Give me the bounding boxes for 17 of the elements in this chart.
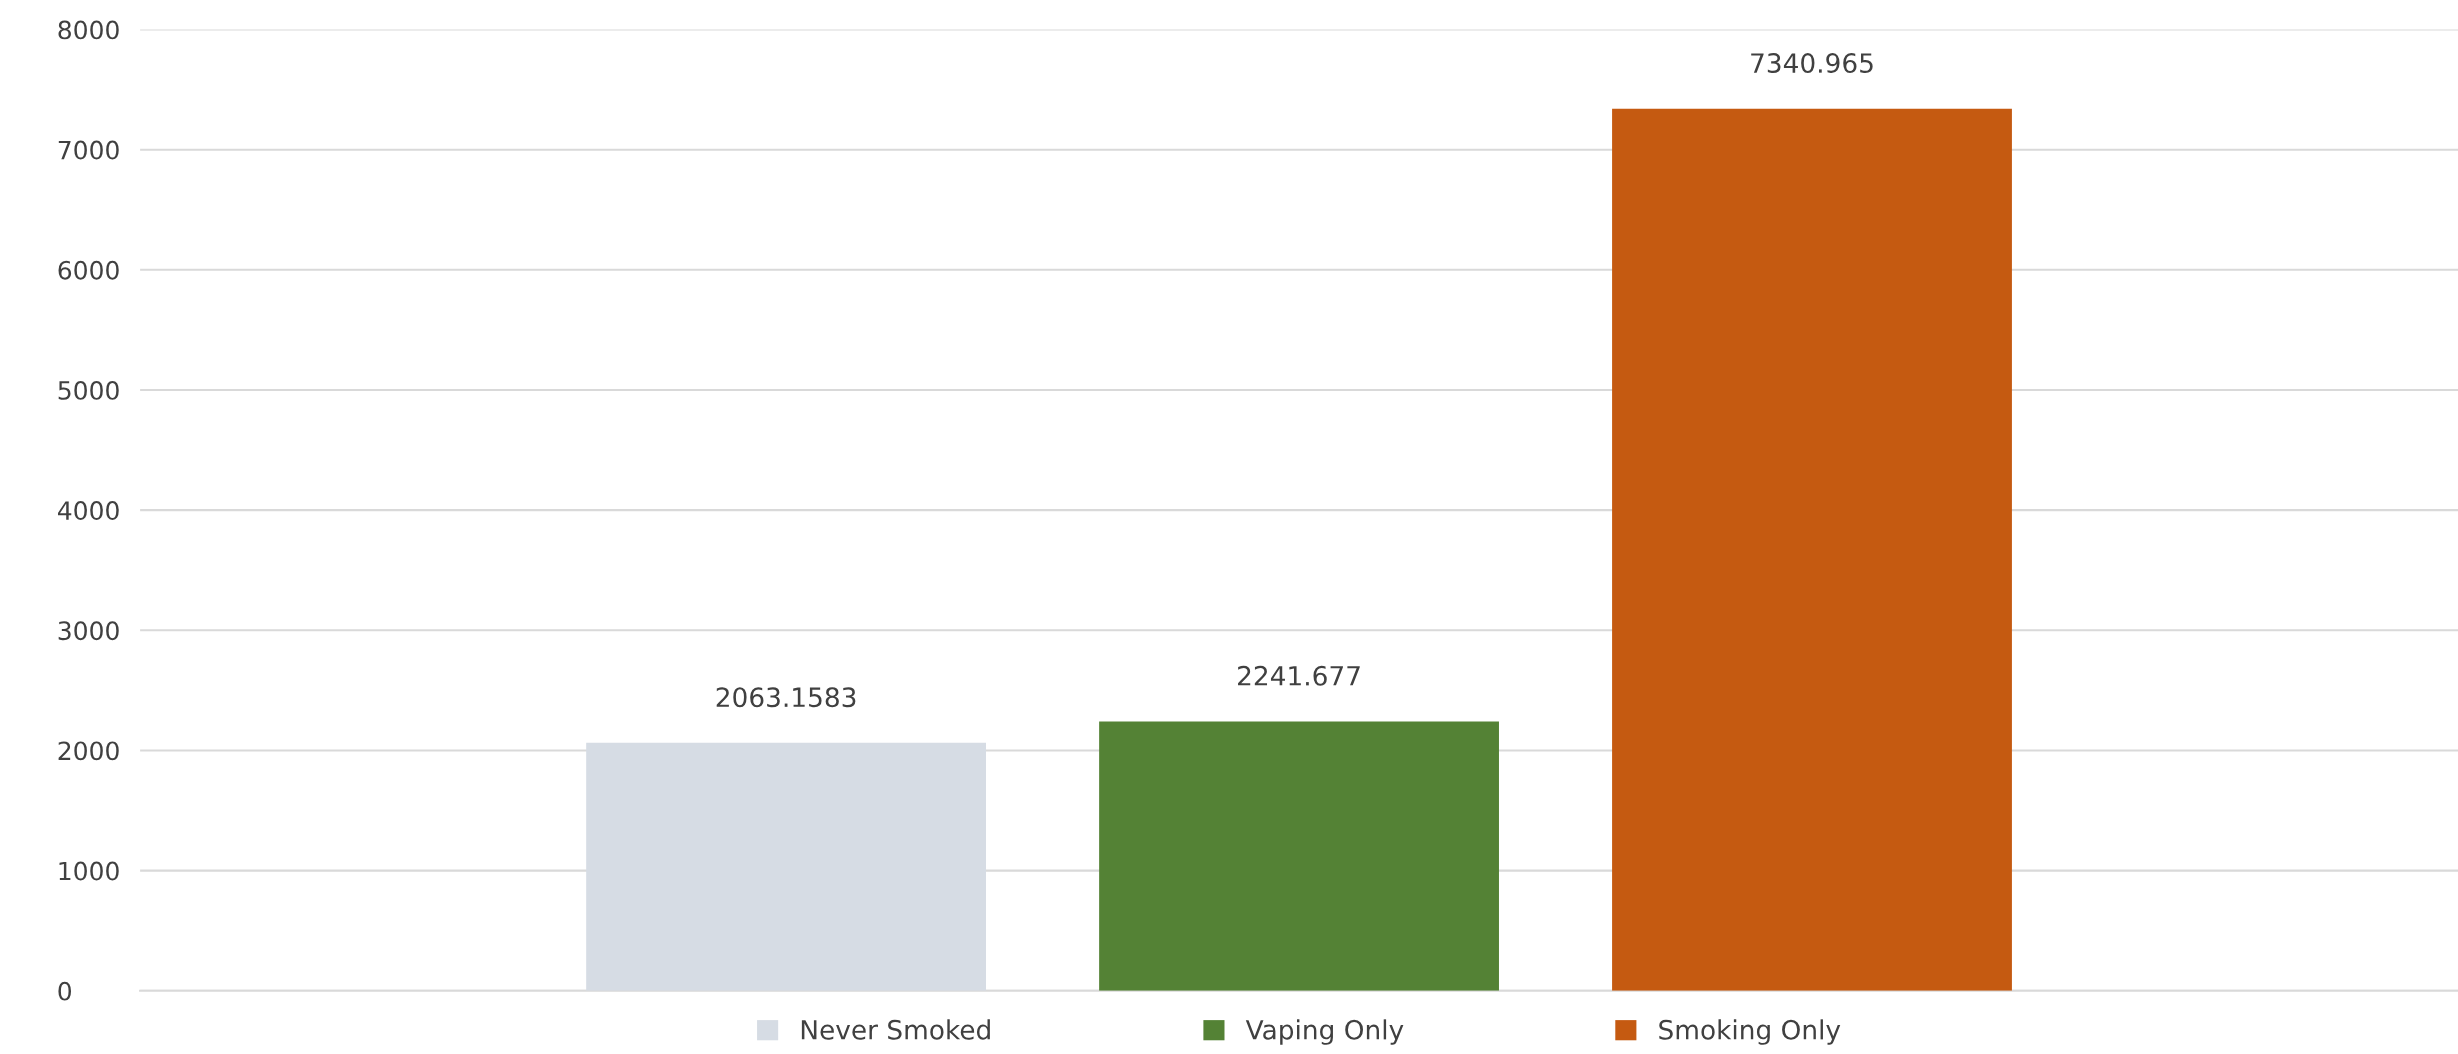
y-tick-label: 7000 (58, 140, 119, 160)
y-tick-label: 8000 (58, 20, 119, 40)
bar (1612, 108, 2012, 991)
y-tick-label: 0 (58, 981, 72, 1001)
data-label: 7340.965 (1751, 53, 1873, 74)
legend-label: Never Smoked (801, 1019, 990, 1040)
y-tick-label: 4000 (58, 501, 119, 520)
bar (1099, 721, 1499, 991)
data-label: 2063.1583 (716, 687, 856, 708)
y-tick-label: 5000 (58, 380, 119, 400)
y-tick-label: 2000 (58, 741, 119, 761)
y-tick-label: 3000 (58, 621, 119, 641)
y-tick-label: 1000 (59, 861, 119, 881)
y-tick-label: 6000 (58, 260, 119, 280)
legend-label: Smoking Only (1659, 1019, 1841, 1045)
legend-label: Vaping Only (1245, 1019, 1404, 1045)
data-label: 2241.677 (1238, 665, 1360, 686)
